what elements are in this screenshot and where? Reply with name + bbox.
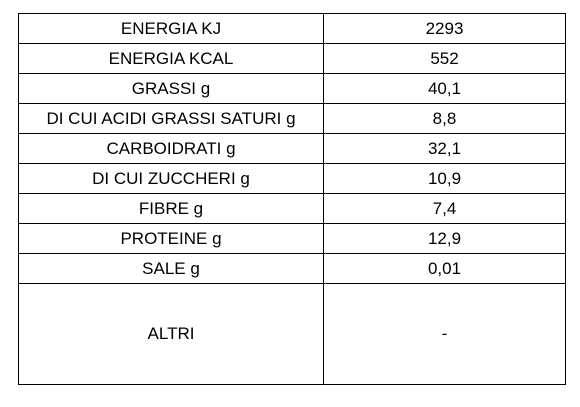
nutrient-value: 12,9 xyxy=(323,223,566,254)
table-row: DI CUI ACIDI GRASSI SATURI g 8,8 xyxy=(18,103,566,134)
nutrient-label: ENERGIA KCAL xyxy=(18,43,324,74)
nutrient-value: 2293 xyxy=(323,13,566,44)
nutrient-label: PROTEINE g xyxy=(18,223,324,254)
table-row: GRASSI g 40,1 xyxy=(18,73,566,104)
nutrition-table: ENERGIA KJ 2293 ENERGIA KCAL 552 GRASSI g 40,… xyxy=(18,13,566,385)
nutrient-label: CARBOIDRATI g xyxy=(18,133,324,164)
nutrient-label: DI CUI ZUCCHERI g xyxy=(18,163,324,194)
table-row: FIBRE g 7,4 xyxy=(18,193,566,224)
table-row: ALTRI - xyxy=(18,283,566,385)
table-row: ENERGIA KCAL 552 xyxy=(18,43,566,74)
table-row: ENERGIA KJ 2293 xyxy=(18,13,566,44)
nutrient-value: 32,1 xyxy=(323,133,566,164)
nutrient-value: 10,9 xyxy=(323,163,566,194)
nutrient-label: ENERGIA KJ xyxy=(18,13,324,44)
nutrient-value: 0,01 xyxy=(323,253,566,284)
nutrient-value: 40,1 xyxy=(323,73,566,104)
nutrient-value: - xyxy=(323,283,566,385)
nutrient-label: ALTRI xyxy=(18,283,324,385)
table-row: CARBOIDRATI g 32,1 xyxy=(18,133,566,164)
table-row: PROTEINE g 12,9 xyxy=(18,223,566,254)
table-row: DI CUI ZUCCHERI g 10,9 xyxy=(18,163,566,194)
nutrient-label: DI CUI ACIDI GRASSI SATURI g xyxy=(18,103,324,134)
nutrient-value: 8,8 xyxy=(323,103,566,134)
nutrient-value: 552 xyxy=(323,43,566,74)
nutrient-label: SALE g xyxy=(18,253,324,284)
nutrient-label: FIBRE g xyxy=(18,193,324,224)
nutrient-value: 7,4 xyxy=(323,193,566,224)
nutrient-label: GRASSI g xyxy=(18,73,324,104)
table-row: SALE g 0,01 xyxy=(18,253,566,284)
